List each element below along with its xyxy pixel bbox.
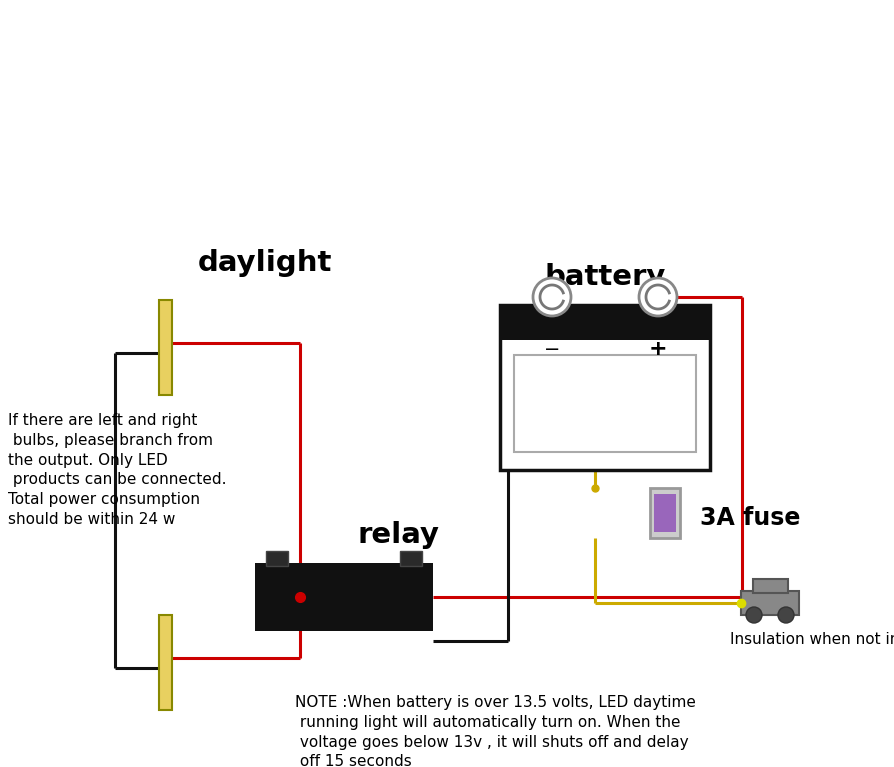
- Bar: [158, 615, 172, 710]
- Text: NOTE :When battery is over 13.5 volts, LED daytime
 running light will automatic: NOTE :When battery is over 13.5 volts, L…: [295, 695, 696, 767]
- Text: Insulation when not in use: Insulation when not in use: [730, 631, 894, 647]
- Bar: [500, 305, 710, 340]
- Bar: [654, 494, 676, 532]
- Text: 3A fuse: 3A fuse: [700, 506, 800, 530]
- Bar: [500, 305, 710, 470]
- Text: Installation example:: Installation example:: [290, 24, 604, 50]
- Text: When lighting two or so daytime running lights: When lighting two or so daytime running …: [131, 74, 763, 98]
- Text: If there are left and right
 bulbs, please branch from
the output. Only LED
 pro: If there are left and right bulbs, pleas…: [8, 413, 226, 527]
- Circle shape: [639, 278, 677, 316]
- Text: +: +: [649, 339, 667, 359]
- Bar: [514, 355, 696, 452]
- Bar: [400, 551, 422, 566]
- Text: daylight: daylight: [198, 249, 333, 277]
- Bar: [158, 300, 172, 395]
- Bar: [650, 488, 680, 538]
- Text: battery: battery: [544, 263, 666, 291]
- Text: −: −: [544, 340, 561, 358]
- Circle shape: [533, 278, 571, 316]
- Circle shape: [778, 607, 794, 623]
- Bar: [753, 579, 788, 593]
- Bar: [266, 551, 288, 566]
- Bar: [741, 591, 799, 615]
- Text: relay: relay: [358, 521, 440, 549]
- Circle shape: [746, 607, 762, 623]
- Bar: [255, 563, 433, 631]
